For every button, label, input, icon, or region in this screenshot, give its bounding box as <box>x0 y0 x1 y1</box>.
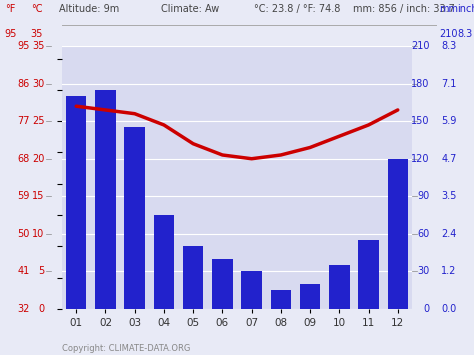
Bar <box>358 240 379 309</box>
Text: 35: 35 <box>32 41 45 51</box>
Text: 10: 10 <box>32 229 45 239</box>
Text: 20: 20 <box>32 154 45 164</box>
Bar <box>125 127 145 309</box>
Text: 32: 32 <box>17 304 29 314</box>
Text: 60: 60 <box>418 229 429 239</box>
Bar <box>300 284 320 309</box>
Text: 180: 180 <box>411 79 429 89</box>
Text: mm: mm <box>439 4 458 14</box>
Bar <box>329 265 349 309</box>
Text: 8.3: 8.3 <box>457 29 473 39</box>
Text: mm: 856 / inch: 33.7: mm: 856 / inch: 33.7 <box>353 4 455 14</box>
Text: inch: inch <box>457 4 474 14</box>
Text: 5.9: 5.9 <box>441 116 457 126</box>
Bar <box>66 96 86 309</box>
Text: Climate: Aw: Climate: Aw <box>161 4 219 14</box>
Text: 3.5: 3.5 <box>441 191 457 201</box>
Text: 95: 95 <box>17 41 29 51</box>
Bar <box>212 259 233 309</box>
Text: Copyright: CLIMATE-DATA.ORG: Copyright: CLIMATE-DATA.ORG <box>62 344 190 354</box>
Bar <box>388 159 408 309</box>
Text: 41: 41 <box>18 266 29 276</box>
Text: 2.4: 2.4 <box>441 229 457 239</box>
Text: 0: 0 <box>423 304 429 314</box>
Text: 86: 86 <box>18 79 29 89</box>
Text: 59: 59 <box>17 191 29 201</box>
Text: 120: 120 <box>411 154 429 164</box>
Bar <box>183 246 203 309</box>
Text: 150: 150 <box>411 116 429 126</box>
Text: 8.3: 8.3 <box>441 41 457 51</box>
Text: 210: 210 <box>411 41 429 51</box>
Text: 25: 25 <box>32 116 45 126</box>
Text: 210: 210 <box>439 29 457 39</box>
Text: Altitude: 9m: Altitude: 9m <box>59 4 119 14</box>
Bar <box>95 90 116 309</box>
Text: 0.0: 0.0 <box>441 304 457 314</box>
Text: °F: °F <box>5 4 15 14</box>
Text: 90: 90 <box>418 191 429 201</box>
Text: 30: 30 <box>32 79 45 89</box>
Text: 35: 35 <box>31 29 43 39</box>
Text: 77: 77 <box>17 116 29 126</box>
Text: 7.1: 7.1 <box>441 79 457 89</box>
Bar <box>241 271 262 309</box>
Text: °C: 23.8 / °F: 74.8: °C: 23.8 / °F: 74.8 <box>254 4 340 14</box>
Bar <box>271 290 291 309</box>
Text: 95: 95 <box>5 29 17 39</box>
Text: 4.7: 4.7 <box>441 154 457 164</box>
Text: 50: 50 <box>17 229 29 239</box>
Text: 1.2: 1.2 <box>441 266 457 276</box>
Text: °C: °C <box>31 4 42 14</box>
Text: 30: 30 <box>418 266 429 276</box>
Text: 5: 5 <box>38 266 45 276</box>
Text: 68: 68 <box>18 154 29 164</box>
Text: 0: 0 <box>38 304 45 314</box>
Bar <box>154 215 174 309</box>
Text: 15: 15 <box>32 191 45 201</box>
